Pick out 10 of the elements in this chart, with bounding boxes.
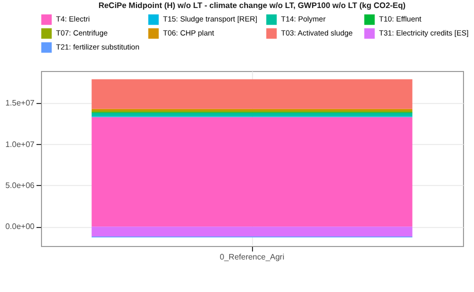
bar	[92, 79, 412, 109]
y-tick-label: 5.0e+06	[5, 180, 36, 190]
x-tick-label: 0_Reference_Agri	[220, 252, 284, 262]
bar	[92, 117, 412, 227]
chart-title: ReCiPe Midpoint (H) w/o LT - climate change w/o LT, GWP100 w/o LT (kg CO2-Eq)	[98, 1, 406, 10]
y-tick-label: 1.5e+07	[5, 98, 36, 108]
bar	[92, 226, 412, 237]
y-tick-label: 0.0e+00	[5, 222, 36, 232]
bar	[92, 113, 412, 116]
y-tick-label: 1.0e+07	[5, 140, 36, 149]
